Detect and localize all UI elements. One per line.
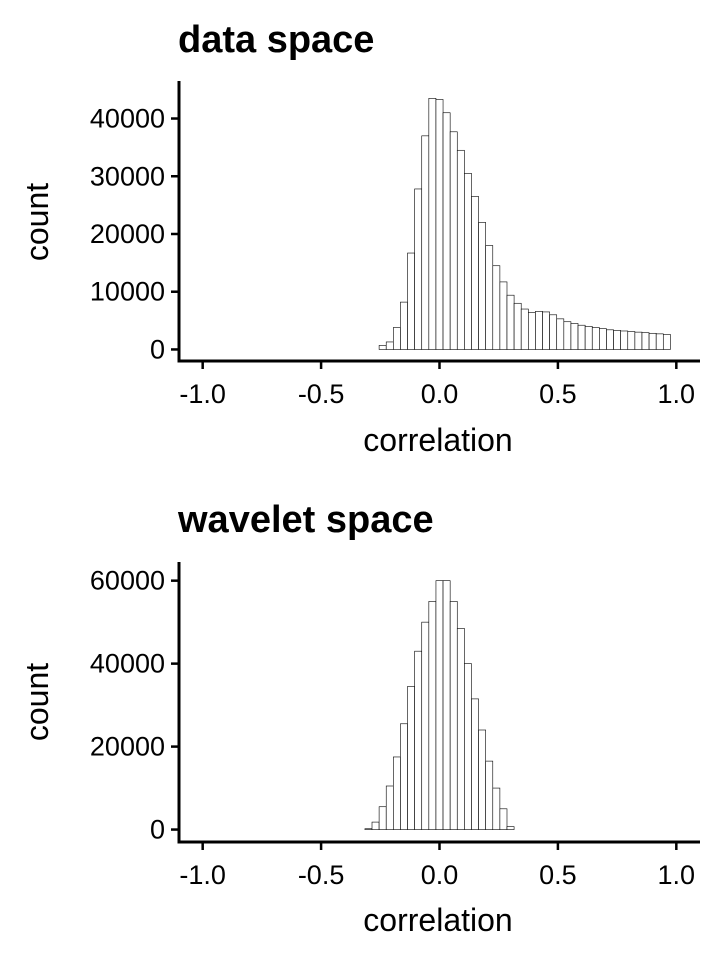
histogram-bar bbox=[400, 301, 408, 350]
y-tick-label: 20000 bbox=[90, 219, 165, 249]
y-tick-label: 20000 bbox=[90, 732, 165, 762]
x-ticks: -1.0 -0.5 0.0 0.5 1.0 bbox=[179, 842, 695, 890]
histogram-bar bbox=[513, 302, 522, 350]
x-axis-label: correlation bbox=[363, 422, 512, 458]
histogram-bar bbox=[371, 821, 380, 830]
wavelet-space-panel: wavelet space count correlation 0 20000 40… bbox=[19, 499, 700, 938]
histogram-bar bbox=[428, 601, 437, 830]
x-tick-label: -1.0 bbox=[179, 860, 226, 890]
histogram-bar bbox=[456, 149, 465, 350]
x-tick-label: 1.0 bbox=[658, 379, 696, 409]
histogram-bar bbox=[492, 265, 501, 350]
histogram-bar bbox=[655, 333, 664, 350]
histogram-bar bbox=[549, 314, 558, 350]
histogram-bar bbox=[393, 756, 401, 830]
histogram-bar bbox=[563, 321, 572, 350]
histogram-bar bbox=[407, 686, 415, 830]
histogram-bar bbox=[591, 327, 600, 350]
y-axis-label: count bbox=[19, 183, 55, 261]
histogram-bar bbox=[584, 326, 593, 350]
y-ticks: 0 10000 20000 30000 40000 bbox=[90, 104, 179, 364]
histogram-bar bbox=[378, 806, 387, 830]
histogram-bar bbox=[485, 760, 494, 830]
x-axis-label: correlation bbox=[363, 902, 512, 938]
y-tick-label: 10000 bbox=[90, 277, 165, 307]
histogram-bar bbox=[506, 294, 515, 350]
histogram-bar bbox=[577, 324, 586, 350]
histogram-bar bbox=[499, 808, 508, 830]
histogram-bar bbox=[599, 328, 607, 350]
y-tick-label: 0 bbox=[150, 334, 165, 364]
histogram-bar bbox=[606, 329, 614, 350]
histogram-bar bbox=[485, 245, 494, 350]
histogram-bar bbox=[641, 332, 650, 350]
histogram-bar bbox=[634, 331, 643, 350]
bars-group bbox=[378, 98, 671, 350]
histogram-bar bbox=[471, 698, 479, 830]
histogram-bar bbox=[456, 628, 465, 830]
y-ticks: 0 20000 40000 60000 bbox=[90, 566, 179, 845]
histogram-bar bbox=[421, 135, 430, 350]
histogram-bar bbox=[478, 222, 486, 350]
bars-group bbox=[364, 580, 515, 830]
histogram-bar bbox=[414, 650, 423, 830]
histogram-bar bbox=[442, 112, 451, 350]
histogram-bar bbox=[393, 327, 401, 350]
histogram-bar bbox=[627, 331, 636, 350]
histogram-bar bbox=[478, 729, 486, 830]
axis-lines bbox=[177, 562, 700, 844]
y-tick-label: 0 bbox=[150, 815, 165, 845]
x-tick-label: 0.0 bbox=[421, 860, 459, 890]
histogram-bar bbox=[556, 318, 565, 350]
histogram-bar bbox=[520, 308, 529, 350]
histogram-bar bbox=[570, 323, 579, 350]
x-tick-label: 0.0 bbox=[421, 379, 459, 409]
histogram-bar bbox=[378, 345, 387, 350]
histogram-bar bbox=[542, 311, 550, 350]
histogram-bar bbox=[613, 330, 621, 350]
histogram-bar bbox=[449, 131, 458, 350]
x-tick-label: -0.5 bbox=[298, 379, 345, 409]
x-tick-label: -0.5 bbox=[298, 860, 345, 890]
histogram-bar bbox=[400, 723, 408, 830]
y-tick-label: 40000 bbox=[90, 649, 165, 679]
histogram-bar bbox=[648, 332, 657, 350]
axis-lines bbox=[177, 81, 700, 363]
y-tick-label: 40000 bbox=[90, 104, 165, 134]
histogram-bar bbox=[364, 828, 373, 830]
histogram-bar bbox=[442, 580, 451, 830]
y-tick-label: 30000 bbox=[90, 161, 165, 191]
histogram-bar bbox=[449, 601, 458, 830]
histogram-bar bbox=[428, 98, 437, 350]
x-tick-label: 1.0 bbox=[658, 860, 696, 890]
chart-title: data space bbox=[178, 19, 374, 61]
x-tick-label: 0.5 bbox=[539, 379, 577, 409]
histogram-bar bbox=[414, 188, 423, 350]
y-axis-label: count bbox=[19, 663, 55, 741]
histogram-bar bbox=[385, 341, 394, 350]
histogram-bar bbox=[435, 99, 444, 350]
histogram-bar bbox=[528, 312, 536, 350]
histogram-bar bbox=[499, 281, 508, 350]
x-tick-label: 0.5 bbox=[539, 860, 577, 890]
x-ticks: -1.0 -0.5 0.0 0.5 1.0 bbox=[179, 361, 695, 409]
histogram-bar bbox=[407, 252, 415, 350]
histogram-bar bbox=[492, 787, 501, 830]
histogram-bar bbox=[385, 785, 394, 830]
histogram-bar bbox=[464, 173, 472, 350]
histogram-bar bbox=[421, 621, 430, 830]
chart-title: wavelet space bbox=[177, 499, 434, 541]
data-space-panel: data space count correlation 0 10000 20000… bbox=[19, 19, 700, 458]
histogram-bar bbox=[435, 580, 444, 830]
histogram-bar bbox=[506, 826, 515, 830]
histogram-bar bbox=[620, 330, 629, 350]
histogram-bar bbox=[662, 334, 671, 350]
histogram-bar bbox=[471, 196, 479, 350]
histogram-bar bbox=[464, 663, 472, 830]
histogram-bar bbox=[535, 311, 543, 350]
y-tick-label: 60000 bbox=[90, 566, 165, 596]
x-tick-label: -1.0 bbox=[179, 379, 226, 409]
